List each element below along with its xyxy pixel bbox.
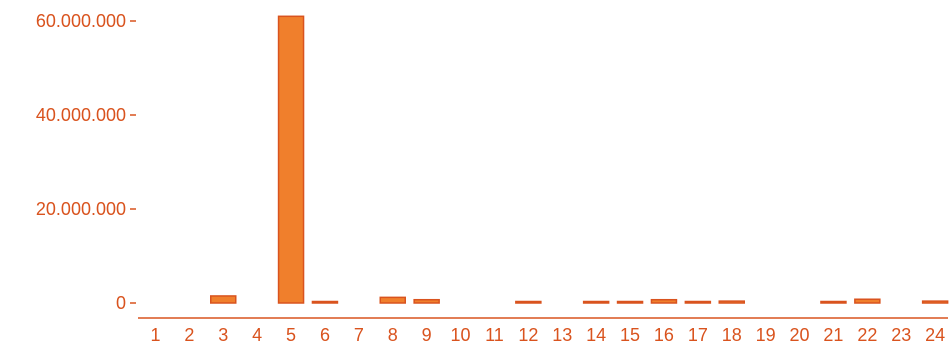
x-axis: 1 2 3 4 5 6 7 8 9 10 11 12 13 14 15 16 17 18 19 20 21 22 23 24 (138, 317, 948, 345)
y-tick-label: 0 (116, 293, 126, 313)
y-tick-label: 60.000.000 (36, 11, 126, 31)
bar (854, 298, 881, 304)
x-tick-label: 24 (925, 325, 945, 345)
bar (379, 296, 406, 304)
x-tick-label: 15 (620, 325, 640, 345)
bar (582, 300, 610, 304)
x-tick-label: 9 (422, 325, 432, 345)
x-tick-label: 21 (823, 325, 843, 345)
y-axis: 0 20.000.000 40.000.000 60.000.000 (36, 11, 136, 313)
y-tick-label: 40.000.000 (36, 105, 126, 125)
bar (718, 300, 745, 304)
bar (820, 300, 847, 304)
x-tick-label: 18 (722, 325, 742, 345)
x-tick-label: 4 (252, 325, 262, 345)
x-tick-label: 12 (518, 325, 538, 345)
bar (311, 300, 339, 304)
x-tick-label: 1 (150, 325, 160, 345)
bar (277, 15, 305, 304)
x-tick-label: 20 (790, 325, 810, 345)
x-tick-label: 16 (654, 325, 674, 345)
bar (515, 300, 542, 304)
x-tick-label: 14 (586, 325, 606, 345)
bar (210, 295, 237, 304)
x-tick-label: 6 (320, 325, 330, 345)
x-tick-label: 5 (286, 325, 296, 345)
x-tick-label: 19 (756, 325, 776, 345)
bar (413, 298, 440, 304)
x-tick-label: 8 (388, 325, 398, 345)
x-tick-label: 2 (184, 325, 194, 345)
bar (650, 298, 678, 304)
x-tick-label: 11 (485, 325, 504, 345)
x-tick-label: 7 (354, 325, 364, 345)
x-tick-label: 10 (451, 325, 471, 345)
x-tick-label: 22 (857, 325, 877, 345)
x-tick-label: 23 (891, 325, 911, 345)
bar (684, 300, 712, 304)
x-tick-label: 13 (552, 325, 572, 345)
bar (921, 300, 949, 304)
x-tick-label: 3 (218, 325, 228, 345)
bar (616, 300, 644, 304)
bars (210, 15, 949, 304)
y-tick-label: 20.000.000 (36, 199, 126, 219)
x-tick-label: 17 (688, 325, 708, 345)
